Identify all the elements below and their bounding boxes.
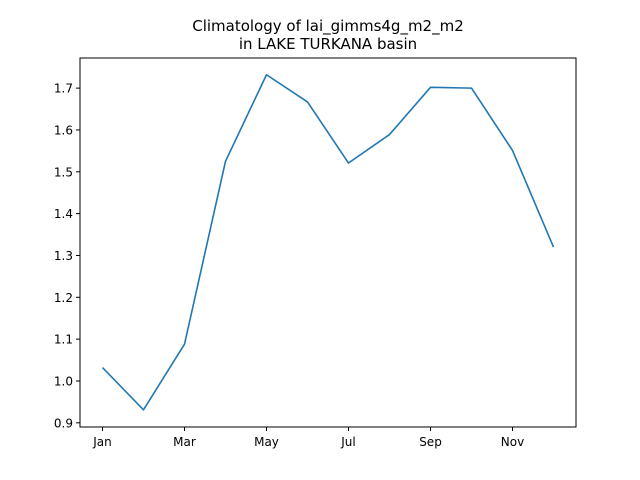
chart-title-line1: Climatology of lai_gimms4g_m2_m2 <box>192 17 464 36</box>
y-tick-label: 1.5 <box>54 165 73 179</box>
chart-title-line2: in LAKE TURKANA basin <box>239 35 417 53</box>
y-tick-label: 1.2 <box>54 291 73 305</box>
y-tick-label: 1.4 <box>54 207 73 221</box>
x-tick-label: Jan <box>92 435 112 449</box>
x-tick-label: Nov <box>501 435 524 449</box>
series-layer <box>101 73 555 411</box>
x-tick-label: May <box>254 435 279 449</box>
y-tick-label: 1.0 <box>54 374 73 388</box>
y-tick-label: 1.7 <box>54 82 73 96</box>
y-tick-label: 1.3 <box>54 249 73 263</box>
series-line <box>101 73 555 411</box>
y-tick-label: 1.1 <box>54 333 73 347</box>
y-tick-label: 0.9 <box>54 416 73 430</box>
x-tick-label: Sep <box>419 435 442 449</box>
y-tick-label: 1.6 <box>54 123 73 137</box>
x-tick-label: Jul <box>340 435 355 449</box>
x-tick-label: Mar <box>173 435 196 449</box>
axis-ticks: 0.9 1.0 1.1 1.2 1.3 1.4 1.5 1.6 1.7 Jan Mar May Jul S… <box>54 82 524 449</box>
plot-area-frame <box>79 57 577 428</box>
